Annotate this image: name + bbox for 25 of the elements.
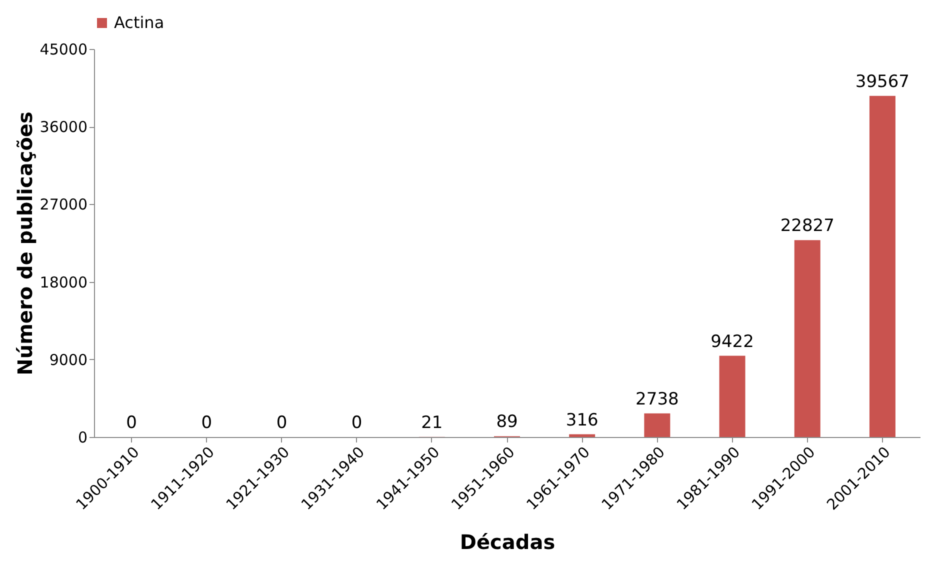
data-label: 0 xyxy=(276,413,288,433)
legend-label: Actina xyxy=(114,13,164,32)
y-tick-label: 0 xyxy=(78,428,88,446)
data-label: 2738 xyxy=(636,389,679,410)
data-label: 316 xyxy=(566,410,598,430)
data-label: 9422 xyxy=(710,332,754,352)
data-label: 0 xyxy=(351,413,362,433)
bar xyxy=(794,240,820,437)
y-tick-label: 36000 xyxy=(40,118,88,136)
y-tick-label: 9000 xyxy=(49,350,88,369)
data-label: 0 xyxy=(126,413,137,433)
bar xyxy=(569,434,596,437)
bar xyxy=(719,356,746,437)
data-label: 39567 xyxy=(855,72,910,92)
y-tick-label: 27000 xyxy=(40,196,88,214)
data-label: 0 xyxy=(201,413,212,433)
y-tick-label: 45000 xyxy=(40,40,88,58)
y-axis-title: Número de publicações xyxy=(12,112,37,376)
bar xyxy=(869,96,896,437)
data-label: 89 xyxy=(496,412,518,432)
bar xyxy=(644,413,670,437)
data-label: 21 xyxy=(421,412,443,433)
data-label: 22827 xyxy=(780,216,834,236)
x-axis-title: Décadas xyxy=(460,530,556,554)
y-tick-label: 18000 xyxy=(40,273,88,292)
